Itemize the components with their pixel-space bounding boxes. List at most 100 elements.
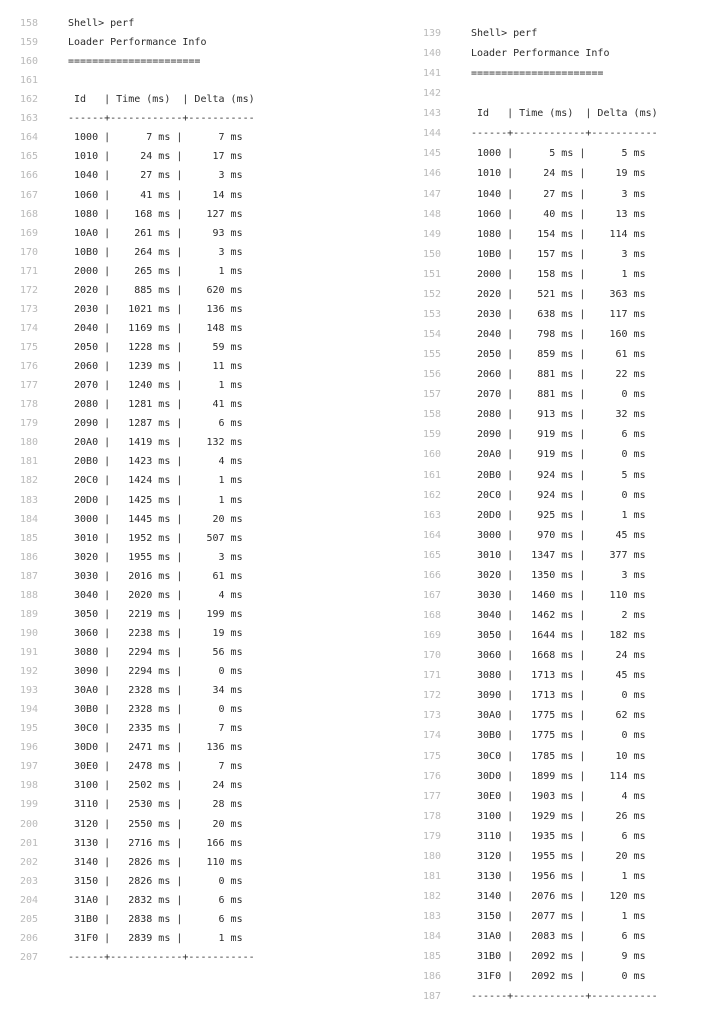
line-text: 10B0 | 264 ms | 3 ms xyxy=(68,246,243,258)
line-number: 191 xyxy=(20,646,39,658)
line-text: 20A0 | 919 ms | 0 ms xyxy=(471,449,646,461)
code-line: 192 3090 | 2294 ms | 0 ms xyxy=(20,662,243,682)
code-line: 173 2030 | 1021 ms | 136 ms xyxy=(20,300,243,320)
line-text: 3080 | 2294 ms | 56 ms xyxy=(68,646,243,658)
line-number: 148 xyxy=(423,208,442,220)
code-line: 144 ------+------------+----------- xyxy=(423,124,658,144)
line-text: 20B0 | 924 ms | 5 ms xyxy=(471,469,646,481)
code-line: 187 ------+------------+----------- xyxy=(423,987,658,1007)
line-number: 165 xyxy=(20,151,39,163)
line-number: 166 xyxy=(423,569,442,581)
line-number: 189 xyxy=(20,608,39,620)
line-text: ------+------------+----------- xyxy=(68,113,255,125)
line-text: 30E0 | 2478 ms | 7 ms xyxy=(68,761,243,773)
code-line: 176 30D0 | 1899 ms | 114 ms xyxy=(423,767,646,787)
code-line: 187 3030 | 2016 ms | 61 ms xyxy=(20,567,243,587)
line-number: 158 xyxy=(423,409,442,421)
line-number: 171 xyxy=(423,670,442,682)
line-number: 194 xyxy=(20,704,39,716)
line-text: 1010 | 24 ms | 17 ms xyxy=(68,151,243,163)
line-text: 20B0 | 1423 ms | 4 ms xyxy=(68,456,243,468)
line-number: 204 xyxy=(20,894,39,906)
line-text: 30A0 | 1775 ms | 62 ms xyxy=(471,710,646,722)
line-text: 3060 | 1668 ms | 24 ms xyxy=(471,650,646,662)
code-line: 204 31A0 | 2832 ms | 6 ms xyxy=(20,891,243,911)
line-number: 143 xyxy=(423,108,442,120)
line-number: 147 xyxy=(423,188,442,200)
line-text: 2060 | 881 ms | 22 ms xyxy=(471,369,646,381)
line-number: 172 xyxy=(20,284,39,296)
line-number: 161 xyxy=(20,75,39,87)
line-number: 155 xyxy=(423,349,442,361)
line-number: 196 xyxy=(20,742,39,754)
code-line: 147 1040 | 27 ms | 3 ms xyxy=(423,185,646,205)
line-text: 31A0 | 2083 ms | 6 ms xyxy=(471,931,646,943)
code-line: 206 31F0 | 2839 ms | 1 ms xyxy=(20,929,243,949)
line-text: 3090 | 2294 ms | 0 ms xyxy=(68,666,243,678)
code-line: 186 3020 | 1955 ms | 3 ms xyxy=(20,548,243,568)
line-number: 190 xyxy=(20,627,39,639)
code-line: 171 3080 | 1713 ms | 45 ms xyxy=(423,666,646,686)
code-line: 183 3150 | 2077 ms | 1 ms xyxy=(423,907,646,927)
line-text: 1080 | 168 ms | 127 ms xyxy=(68,208,243,220)
line-number: 185 xyxy=(20,532,39,544)
line-number: 162 xyxy=(20,94,39,106)
code-line: 174 2040 | 1169 ms | 148 ms xyxy=(20,319,243,339)
line-number: 187 xyxy=(423,991,442,1003)
line-number: 158 xyxy=(20,18,39,29)
code-line: 162 20C0 | 924 ms | 0 ms xyxy=(423,486,646,506)
line-number: 185 xyxy=(423,951,442,963)
line-number: 163 xyxy=(20,113,39,125)
code-line: 193 30A0 | 2328 ms | 34 ms xyxy=(20,681,243,701)
code-line: 185 3010 | 1952 ms | 507 ms xyxy=(20,529,243,549)
line-text: 3010 | 1952 ms | 507 ms xyxy=(68,532,243,544)
line-text: 2040 | 1169 ms | 148 ms xyxy=(68,322,243,334)
line-number: 181 xyxy=(423,870,442,882)
line-number: 175 xyxy=(423,750,442,762)
line-number: 183 xyxy=(20,494,39,506)
line-text: 31F0 | 2839 ms | 1 ms xyxy=(68,932,243,944)
line-text: 20C0 | 1424 ms | 1 ms xyxy=(68,475,243,487)
line-number: 188 xyxy=(20,589,39,601)
line-number: 182 xyxy=(423,891,442,902)
code-line: 198 3100 | 2502 ms | 24 ms xyxy=(20,776,243,796)
line-text: 1060 | 41 ms | 14 ms xyxy=(68,189,243,201)
line-number: 157 xyxy=(423,389,442,401)
line-number: 168 xyxy=(20,208,39,220)
code-line: 165 1010 | 24 ms | 17 ms xyxy=(20,147,243,167)
line-number: 139 xyxy=(423,28,442,39)
code-line: 180 20A0 | 1419 ms | 132 ms xyxy=(20,433,243,453)
line-number: 184 xyxy=(20,513,39,525)
line-text: 31B0 | 2092 ms | 9 ms xyxy=(471,951,646,963)
line-number: 195 xyxy=(20,723,39,735)
line-number: 199 xyxy=(20,799,39,811)
code-line: 191 3080 | 2294 ms | 56 ms xyxy=(20,643,243,663)
code-line: 159 2090 | 919 ms | 6 ms xyxy=(423,425,646,445)
line-text: 31B0 | 2838 ms | 6 ms xyxy=(68,913,243,925)
line-number: 180 xyxy=(20,437,39,449)
line-number: 151 xyxy=(423,268,442,280)
line-text: 3050 | 1644 ms | 182 ms xyxy=(471,630,646,642)
line-number: 179 xyxy=(20,418,39,430)
line-text: 3080 | 1713 ms | 45 ms xyxy=(471,670,646,682)
line-text: 1040 | 27 ms | 3 ms xyxy=(68,170,243,182)
line-text: 2020 | 521 ms | 363 ms xyxy=(471,288,646,300)
code-line: 143 Id | Time (ms) | Delta (ms) xyxy=(423,104,658,124)
code-line: 159 Loader Performance Info xyxy=(20,33,206,53)
line-text: 2040 | 798 ms | 160 ms xyxy=(471,329,646,341)
line-text: 3030 | 1460 ms | 110 ms xyxy=(471,589,646,601)
code-line: 151 2000 | 158 ms | 1 ms xyxy=(423,265,646,285)
line-text: ------+------------+----------- xyxy=(471,128,658,140)
line-text: 3110 | 1935 ms | 6 ms xyxy=(471,830,646,842)
code-line: 186 31F0 | 2092 ms | 0 ms xyxy=(423,967,646,987)
line-number: 174 xyxy=(20,322,39,334)
code-line: 167 3030 | 1460 ms | 110 ms xyxy=(423,586,646,606)
line-text: 3150 | 2077 ms | 1 ms xyxy=(471,911,646,923)
line-text: 3040 | 1462 ms | 2 ms xyxy=(471,610,646,622)
line-number: 198 xyxy=(20,780,39,792)
code-line: 207 ------+------------+----------- xyxy=(20,948,255,968)
line-text: 2000 | 158 ms | 1 ms xyxy=(471,268,646,280)
line-number: 186 xyxy=(20,551,39,563)
line-number: 154 xyxy=(423,329,442,341)
line-number: 202 xyxy=(20,856,39,868)
